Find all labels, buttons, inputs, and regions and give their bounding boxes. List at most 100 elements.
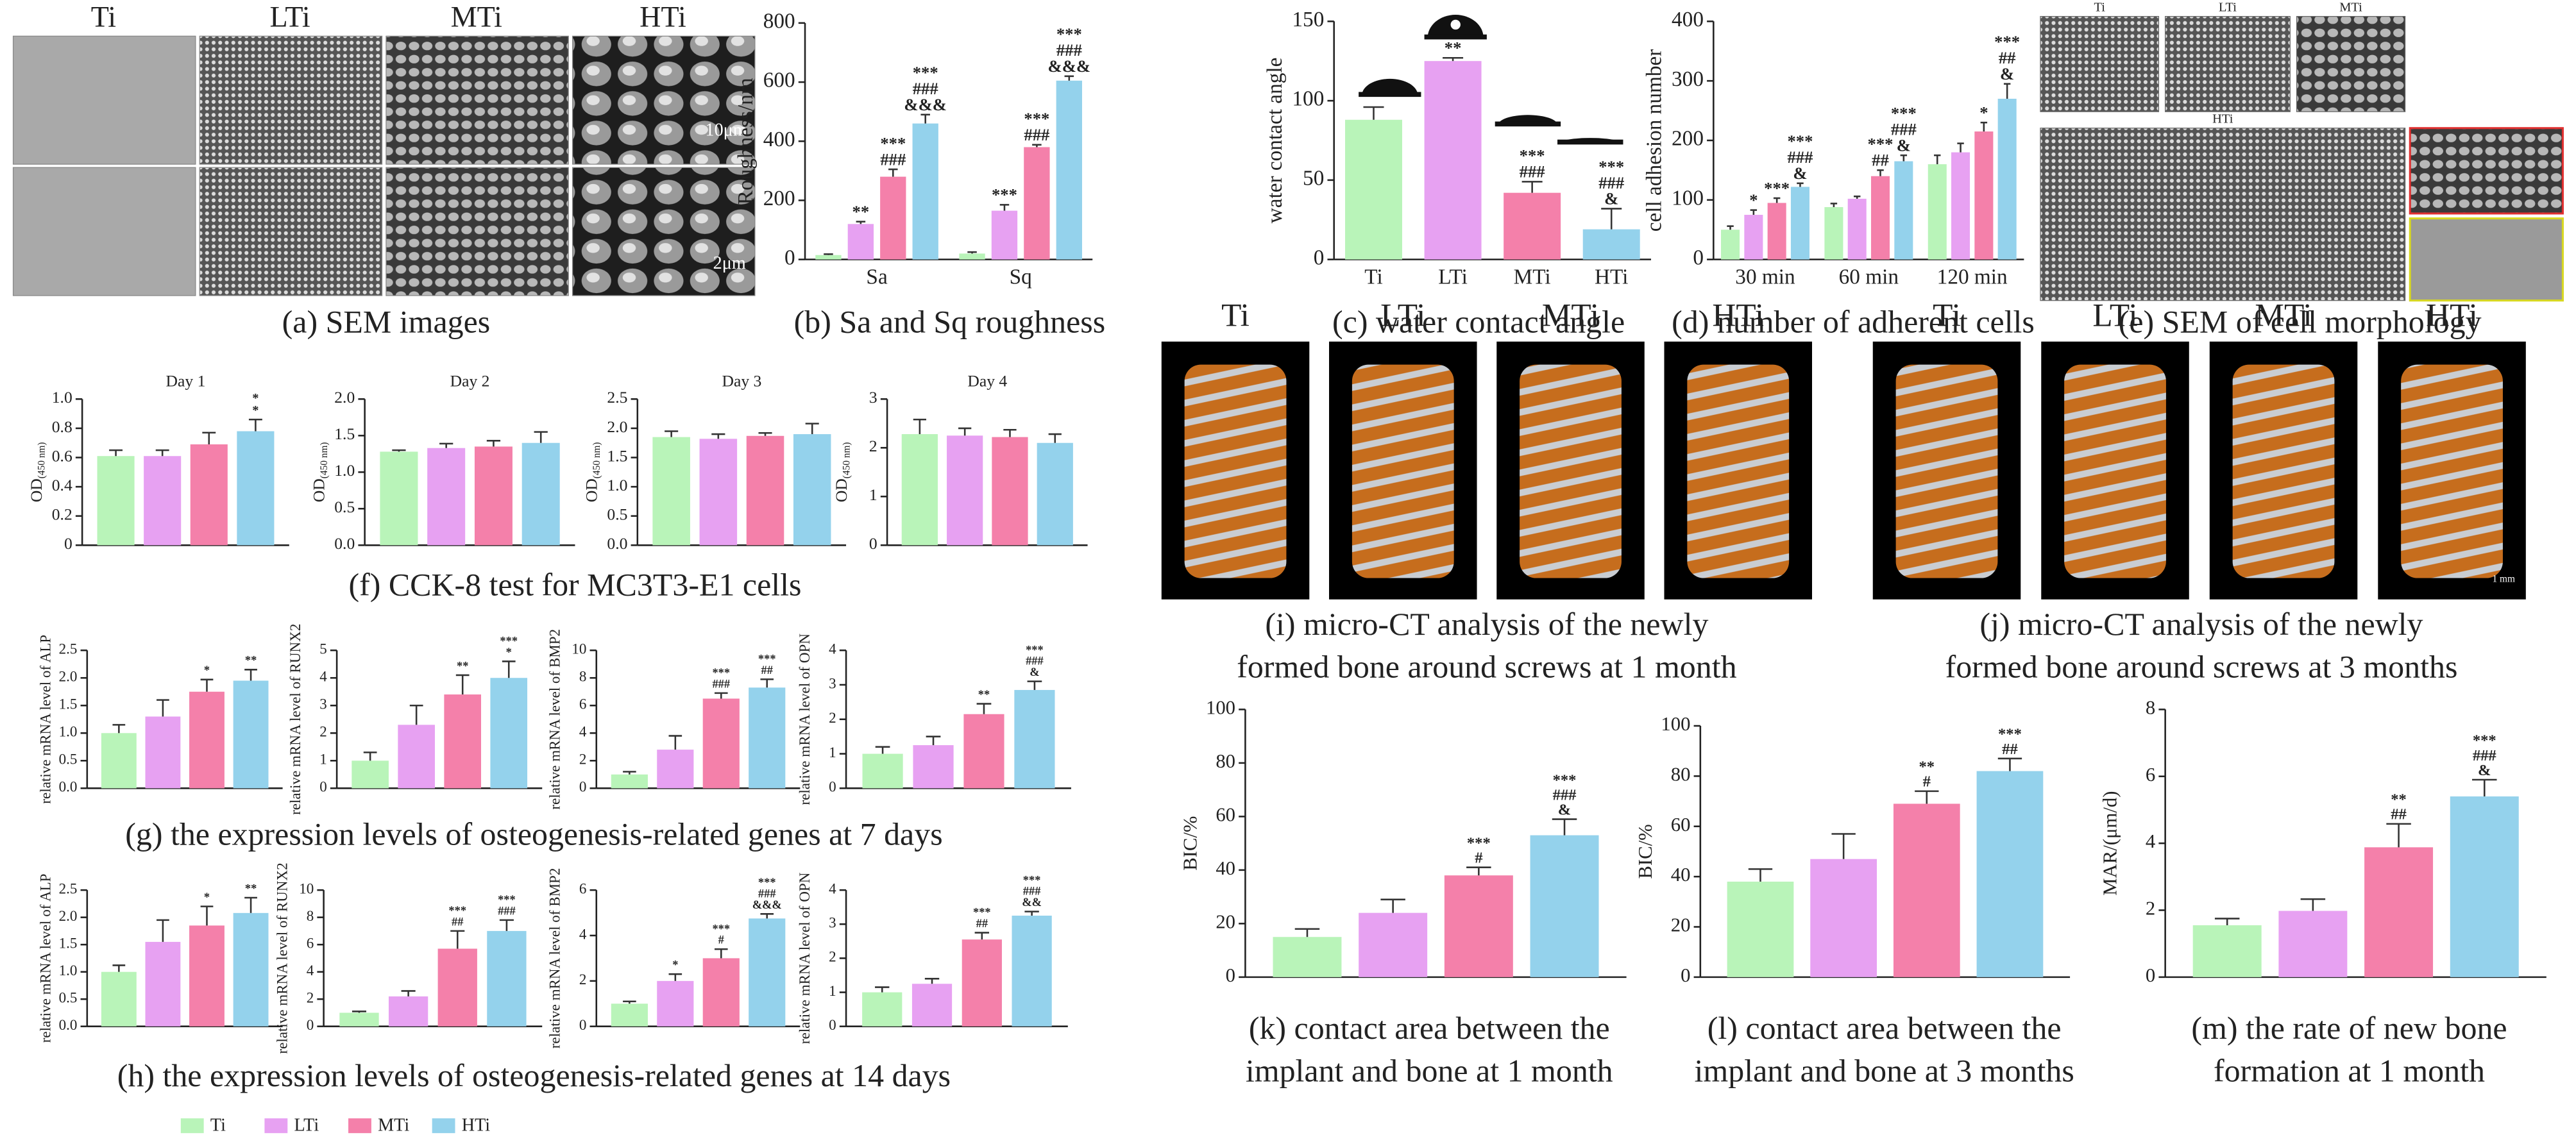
significance-label: ###: [2473, 747, 2496, 764]
y-tick-label: 600: [763, 69, 795, 92]
y-tick-label: 0.5: [59, 751, 78, 768]
significance-label: ***: [448, 904, 466, 917]
caption: formation at 1 month: [2214, 1052, 2485, 1088]
y-tick-label: 2.5: [59, 640, 78, 657]
y-axis-label-text: relative mRNA level of BMP2: [547, 629, 563, 810]
y-tick-label: 0.0: [59, 1016, 78, 1033]
y-tick-label: 1: [319, 751, 327, 768]
y-axis-label-text: relative mRNA level of OPN: [796, 634, 813, 805]
bar: [487, 930, 527, 1027]
bar: [1870, 176, 1890, 260]
bar: [1951, 152, 1970, 260]
bar: [2192, 925, 2262, 977]
image-label: MTi: [451, 0, 502, 33]
bar: [1767, 203, 1786, 260]
y-tick-label: 0.6: [52, 446, 72, 465]
y-tick-label: 2: [579, 971, 587, 987]
bar: [1530, 835, 1599, 977]
y-tick-label: 3: [869, 388, 877, 407]
significance-label: ***: [1868, 135, 1894, 154]
sem-image: [199, 35, 383, 165]
y-tick-label: 0: [1681, 964, 1690, 986]
bar: [1444, 875, 1513, 977]
y-tick-label: 1: [829, 744, 836, 760]
bar: [901, 434, 938, 546]
bar: [1894, 161, 1913, 260]
significance-label: ##: [1999, 48, 2016, 67]
y-tick-label: 2: [829, 709, 836, 726]
y-axis-label-text: relative mRNA level of OPN: [796, 872, 813, 1044]
y-tick-label: 1.0: [59, 962, 78, 978]
y-tick-label: 2: [829, 948, 836, 965]
scale-label: 2μm: [713, 253, 746, 273]
bar: [847, 224, 874, 260]
caption: (c) water contact angle: [1332, 304, 1625, 340]
significance-label: ***: [500, 635, 518, 648]
y-tick-label: 4: [579, 723, 587, 740]
caption: (b) Sa and Sq roughness: [794, 304, 1105, 340]
significance-label: ***: [913, 63, 938, 82]
bar: [145, 941, 181, 1027]
bar: [702, 958, 740, 1027]
significance-label: ##: [2002, 741, 2018, 758]
sem-image: [386, 35, 569, 165]
y-tick-label: 1.5: [607, 446, 627, 465]
bar: [237, 431, 275, 546]
significance-label: ###: [1787, 147, 1813, 167]
significance-label: &: [1604, 189, 1618, 208]
y-axis-label-text: relative mRNA level of RUNX2: [274, 862, 291, 1054]
bar: [1824, 206, 1843, 260]
cell-sem-image: [2409, 217, 2564, 301]
bar: [1974, 131, 1994, 260]
bar: [398, 725, 435, 789]
significance-label: ***: [1056, 24, 1082, 44]
caption: (h) the expression levels of osteogenesi…: [117, 1057, 951, 1093]
bar: [815, 255, 842, 260]
significance-label: ***: [498, 893, 516, 906]
x-tick-label: 30 min: [1735, 265, 1795, 289]
y-tick-label: 0: [1693, 246, 1704, 269]
y-axis-label-text: BIC/%: [1634, 824, 1656, 878]
y-tick-label: 1.0: [607, 476, 627, 494]
bar: [912, 123, 938, 260]
image-label: LTi: [2092, 298, 2137, 334]
y-tick-label: 150: [1292, 8, 1324, 31]
significance-label: ###: [712, 677, 730, 690]
legend-swatch: [264, 1118, 288, 1134]
image-label: HTi: [2212, 112, 2233, 126]
y-tick-label: 8: [579, 668, 587, 685]
bar: [1744, 215, 1763, 260]
y-tick-label: 0: [829, 1016, 836, 1033]
y-axis-label-text: relative mRNA level of RUNX2: [287, 624, 303, 815]
y-axis-label: relative mRNA level of OPN: [796, 634, 813, 805]
significance-label: ***: [1520, 146, 1545, 165]
significance-label: **: [2391, 791, 2407, 809]
y-tick-label: 200: [1672, 127, 1704, 151]
bar: [991, 210, 1018, 260]
y-axis-label-sub: (450 nm): [36, 442, 47, 478]
bar: [749, 918, 786, 1027]
image-label: LTi: [269, 0, 310, 33]
significance-label: &&&: [1048, 56, 1091, 76]
x-tick-label: MTi: [1514, 265, 1551, 289]
y-tick-label: 100: [1672, 186, 1704, 210]
y-axis-label-text: relative mRNA level of ALP: [37, 874, 54, 1043]
significance-label: ***: [1023, 873, 1041, 886]
y-tick-label: 4: [579, 925, 587, 942]
ct-screw: [2232, 364, 2335, 578]
y-tick-label: 300: [1672, 67, 1704, 91]
y-tick-label: 1.0: [59, 723, 78, 740]
bar: [388, 996, 428, 1027]
bar: [2450, 796, 2519, 977]
bar: [190, 444, 228, 546]
y-tick-label: 4: [829, 880, 836, 896]
x-tick-label: 120 min: [1937, 265, 2008, 289]
y-tick-label: 0.5: [59, 989, 78, 1005]
significance-label: **: [1919, 759, 1935, 776]
significance-label: &&: [1022, 896, 1042, 909]
y-axis-label-sub: (450 nm): [841, 442, 852, 478]
caption: implant and bone at 3 months: [1695, 1052, 2074, 1088]
significance-label: ***: [758, 876, 776, 889]
bar: [1847, 198, 1867, 260]
